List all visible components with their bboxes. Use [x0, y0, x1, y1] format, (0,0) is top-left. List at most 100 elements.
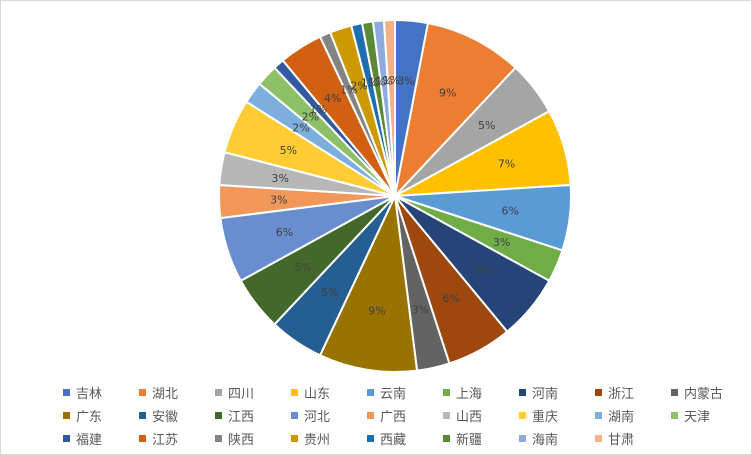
data-label-西藏: 1%	[361, 77, 378, 90]
legend-swatch-西藏	[367, 435, 374, 442]
legend-item-湖北: 湖北	[139, 387, 178, 402]
legend-swatch-云南	[367, 389, 374, 396]
legend-label-安徽: 安徽	[152, 410, 178, 425]
legend-item-河北: 河北	[291, 410, 330, 425]
data-label-云南: 6%	[502, 205, 519, 218]
legend-label-内蒙古: 内蒙古	[684, 386, 723, 402]
data-label-江苏: 4%	[324, 92, 341, 105]
legend-swatch-甘肃	[595, 435, 602, 442]
legend-swatch-吉林	[63, 389, 70, 396]
legend-item-天津: 天津	[671, 410, 710, 425]
legend-item-云南: 云南	[367, 386, 406, 402]
legend-label-江西: 江西	[228, 410, 254, 425]
legend-label-山西: 山西	[456, 410, 482, 425]
legend-label-甘肃: 甘肃	[608, 433, 634, 448]
legend-label-湖南: 湖南	[608, 409, 634, 425]
legend-swatch-海南	[519, 435, 526, 442]
legend-label-吉林: 吉林	[76, 387, 102, 402]
pie-slice-广东	[318, 192, 419, 373]
legend-label-云南: 云南	[380, 386, 406, 402]
legend-item-陕西: 陕西	[215, 433, 254, 448]
legend-item-甘肃: 甘肃	[595, 433, 634, 448]
legend-swatch-新疆	[443, 435, 450, 442]
data-label-广西: 3%	[270, 194, 287, 207]
legend-swatch-江苏	[139, 435, 146, 442]
pie-data-labels: 3%9%5%7%6%3%6%6%3%9%5%5%6%3%3%5%2%2%1%4%…	[270, 74, 519, 318]
data-label-新疆: 1%	[368, 75, 385, 88]
legend-label-陕西: 陕西	[228, 433, 254, 448]
legend-swatch-上海	[443, 389, 450, 396]
legend-item-浙江: 浙江	[595, 387, 634, 402]
legend-item-上海: 上海	[443, 387, 482, 402]
data-label-河北: 6%	[276, 226, 293, 239]
legend-label-广西: 广西	[380, 410, 406, 425]
legend-item-河南: 河南	[519, 386, 558, 402]
data-label-吉林: 3%	[397, 74, 414, 87]
legend-swatch-福建	[63, 435, 70, 442]
pie-slice-甘肃	[382, 18, 396, 197]
data-label-浙江: 6%	[442, 292, 459, 305]
legend-label-贵州: 贵州	[304, 433, 330, 448]
legend-label-河南: 河南	[532, 386, 558, 402]
legend-label-新疆: 新疆	[456, 432, 482, 448]
pie-slices	[218, 18, 572, 373]
legend-label-上海: 上海	[456, 387, 482, 402]
legend-swatch-重庆	[519, 412, 526, 419]
legend-item-山西: 山西	[443, 410, 482, 425]
legend-item-江西: 江西	[215, 410, 254, 425]
legend-item-海南: 海南	[519, 432, 558, 448]
data-label-重庆: 5%	[280, 144, 297, 157]
data-label-甘肃: 1%	[383, 74, 400, 87]
legend-swatch-江西	[215, 412, 222, 419]
data-label-海南: 1%	[375, 74, 392, 87]
legend-label-河北: 河北	[304, 410, 330, 425]
data-label-福建: 1%	[309, 103, 326, 116]
legend-item-安徽: 安徽	[139, 410, 178, 425]
data-label-广东: 9%	[368, 305, 385, 318]
legend-swatch-广西	[367, 412, 374, 419]
data-label-四川: 5%	[478, 119, 495, 132]
legend-swatch-山东	[291, 389, 298, 396]
legend-label-山东: 山东	[304, 387, 330, 402]
data-label-河南: 6%	[476, 264, 493, 277]
legend-swatch-河南	[519, 389, 526, 396]
legend-swatch-湖北	[139, 389, 146, 396]
legend-label-浙江: 浙江	[608, 387, 634, 402]
legend-item-新疆: 新疆	[443, 432, 482, 448]
data-label-山西: 3%	[272, 172, 289, 185]
legend-swatch-山西	[443, 412, 450, 419]
legend-label-福建: 福建	[76, 433, 102, 448]
legend-swatch-广东	[63, 412, 70, 419]
legend-item-吉林: 吉林	[63, 387, 102, 402]
legend-label-湖北: 湖北	[152, 387, 178, 402]
legend-swatch-天津	[671, 412, 678, 419]
legend-swatch-浙江	[595, 389, 602, 396]
data-label-湖北: 9%	[439, 87, 456, 100]
legend-item-山东: 山东	[291, 387, 330, 402]
data-label-贵州: 2%	[350, 80, 367, 93]
legend-item-湖南: 湖南	[595, 409, 634, 425]
legend-label-广东: 广东	[76, 410, 102, 425]
legend-label-重庆: 重庆	[532, 409, 558, 425]
legend-swatch-湖南	[595, 412, 602, 419]
legend-swatch-四川	[215, 389, 222, 396]
legend-swatch-贵州	[291, 435, 298, 442]
pie-slice-湖北	[393, 21, 517, 200]
data-label-安徽: 5%	[321, 286, 338, 299]
legend-item-内蒙古: 内蒙古	[671, 386, 723, 402]
legend-item-福建: 福建	[63, 433, 102, 448]
data-label-上海: 3%	[493, 236, 510, 249]
legend-item-广东: 广东	[63, 410, 102, 425]
data-label-内蒙古: 3%	[412, 303, 429, 316]
legend-swatch-河北	[291, 412, 298, 419]
legend-item-重庆: 重庆	[519, 409, 558, 425]
legend-label-海南: 海南	[532, 432, 558, 448]
data-label-天津: 2%	[302, 110, 319, 123]
legend-item-四川: 四川	[215, 387, 254, 402]
data-label-江西: 5%	[294, 261, 311, 274]
legend-item-江苏: 江苏	[139, 432, 178, 448]
legend-item-西藏: 西藏	[367, 433, 406, 448]
